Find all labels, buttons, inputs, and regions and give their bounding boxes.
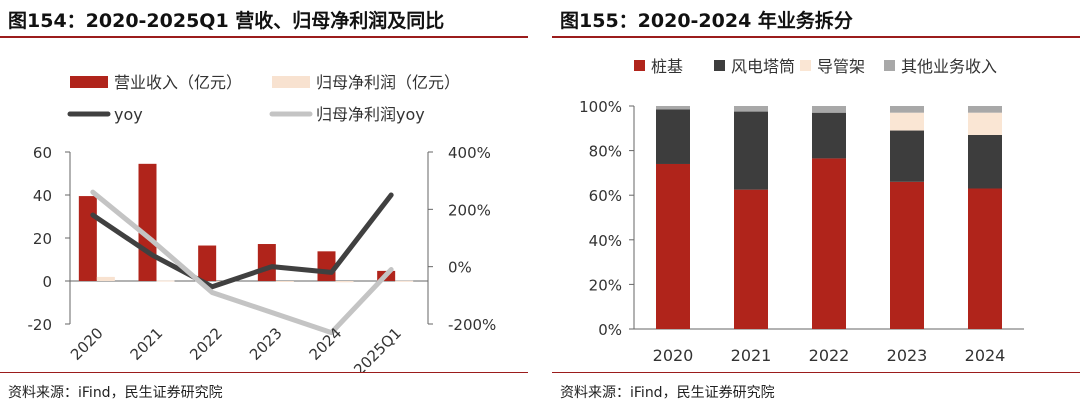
- stacked-bar-segment: [890, 112, 924, 131]
- stacked-bar-segment: [734, 111, 768, 190]
- stacked-bar-segment: [734, 106, 768, 112]
- net-profit-yoy-line: [90, 189, 394, 336]
- stacked-bar-segment: [890, 181, 924, 329]
- right-chart-source: 资料来源：iFind，民生证券研究院: [560, 385, 775, 401]
- stacked-bar-segment: [968, 134, 1002, 189]
- x-category-label: 2022: [809, 346, 850, 365]
- legend-label: 其他业务收入: [901, 57, 997, 76]
- yoy-line: [90, 192, 394, 290]
- stacked-bar-segment: [890, 106, 924, 113]
- net-profit-bar: [275, 281, 294, 282]
- left-source-rule: [0, 372, 528, 373]
- right-title-rule: [552, 36, 1080, 38]
- legend-swatch: [884, 60, 895, 71]
- legend-label: 归母净利润yoy: [316, 105, 425, 124]
- stacked-bar-segment: [812, 158, 846, 329]
- x-category-label: 2025Q1: [350, 324, 405, 372]
- right-chart-title: 图155：2020-2024 年业务拆分: [560, 10, 853, 32]
- left-title-rule: [0, 36, 528, 38]
- stacked-bar-segment: [656, 106, 690, 110]
- x-category-label: 2023: [887, 346, 928, 365]
- right-tick-label: 0%: [448, 259, 472, 277]
- x-category-label: 2023: [246, 324, 286, 364]
- legend-label: 导管架: [817, 57, 865, 76]
- stacked-bar-segment: [734, 189, 768, 329]
- y-tick-label: 60%: [589, 187, 622, 205]
- left-chart-panel: 图154：2020-2025Q1 营收、归母净利润及同比 60 40 20 0 -20 4…: [0, 0, 528, 404]
- net-profit-bar: [395, 280, 414, 282]
- stacked-bar-segment: [968, 112, 1002, 135]
- legend-swatch: [634, 60, 645, 71]
- left-tick-label: -20: [28, 316, 53, 334]
- left-tick-label: 60: [33, 144, 52, 162]
- x-category-label: 2022: [186, 324, 226, 364]
- left-tick-label: 40: [33, 187, 52, 205]
- x-category-label: 2021: [127, 324, 167, 364]
- net-profit-bar: [156, 280, 175, 282]
- y-tick-label: 20%: [589, 276, 622, 294]
- x-category-label: 2024: [965, 346, 1006, 365]
- legend-label: 归母净利润（亿元）: [316, 73, 460, 92]
- left-chart-svg: 60 40 20 0 -20 400% 200% 0% -200% 2020 2021 2022 202…: [28, 73, 497, 372]
- right-chart-panel: 图155：2020-2024 年业务拆分 100% 80% 60% 40% 20% 0% 2…: [552, 0, 1080, 404]
- stacked-bar-segment: [656, 163, 690, 329]
- stacked-bar-segment: [656, 109, 690, 164]
- y-tick-label: 100%: [579, 98, 622, 116]
- stacked-bar-segment: [812, 106, 846, 113]
- net-profit-bar: [96, 276, 115, 281]
- legend-label: yoy: [114, 105, 143, 124]
- legend-swatch: [800, 60, 811, 71]
- stacked-bar-segment: [812, 112, 846, 159]
- revenue-bar: [198, 245, 217, 281]
- legend-swatch: [70, 76, 108, 88]
- x-category-label: 2020: [67, 324, 107, 364]
- revenue-bar: [317, 251, 336, 281]
- legend-swatch: [272, 76, 310, 88]
- left-tick-label: 20: [33, 230, 52, 248]
- right-chart-svg: 100% 80% 60% 40% 20% 0% 2020 2021 2022 2023 2024 桩基…: [579, 57, 1024, 365]
- right-tick-label: -200%: [448, 316, 496, 334]
- net-profit-bar: [335, 281, 354, 283]
- right-tick-label: 400%: [448, 144, 491, 162]
- x-category-label: 2020: [653, 346, 694, 365]
- revenue-bar: [78, 196, 97, 281]
- legend-label: 营业收入（亿元）: [114, 73, 242, 92]
- y-tick-label: 40%: [589, 232, 622, 250]
- y-tick-label: 0%: [598, 321, 622, 339]
- right-source-rule: [552, 372, 1080, 373]
- legend-swatch: [714, 60, 725, 71]
- left-chart-title: 图154：2020-2025Q1 营收、归母净利润及同比: [8, 10, 445, 32]
- y-tick-label: 80%: [589, 143, 622, 161]
- x-category-label: 2021: [731, 346, 772, 365]
- stacked-bar-segment: [890, 130, 924, 182]
- revenue-bar: [257, 244, 276, 281]
- left-tick-label: 0: [42, 273, 52, 291]
- stacked-bar-segment: [968, 106, 1002, 113]
- legend-label: 风电塔筒: [731, 57, 795, 76]
- x-category-label: 2024: [306, 324, 346, 364]
- right-tick-label: 200%: [448, 201, 491, 219]
- legend-label: 桩基: [651, 57, 683, 76]
- left-chart-source: 资料来源：iFind，民生证券研究院: [8, 385, 223, 401]
- stacked-bar-segment: [968, 188, 1002, 329]
- revenue-bar: [138, 163, 157, 281]
